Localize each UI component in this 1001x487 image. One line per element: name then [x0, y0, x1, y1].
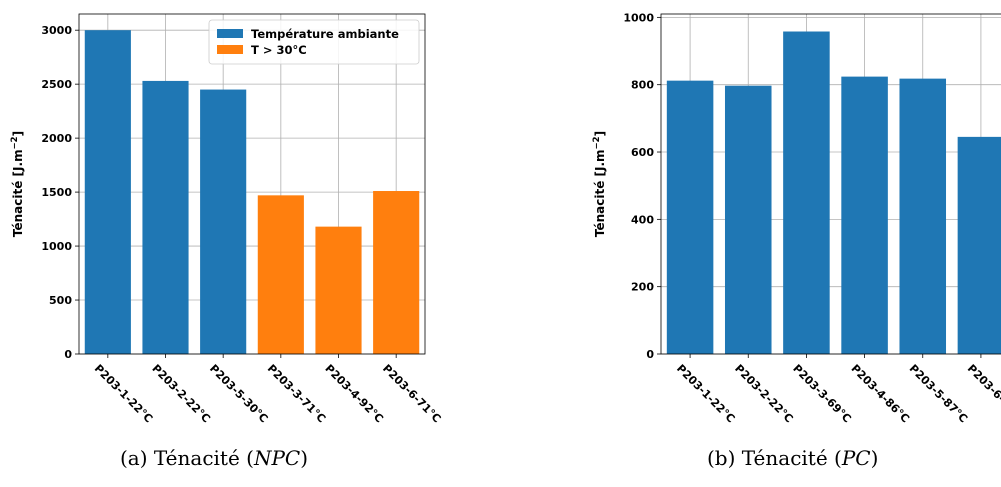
- x-tick-label: P203-5-30°C: [207, 362, 270, 425]
- y-tick-label: 1500: [41, 186, 72, 199]
- x-tick-label: P203-4-92°C: [322, 362, 385, 425]
- bar: [841, 76, 888, 354]
- y-tick-label: 2000: [41, 132, 72, 145]
- y-tick-label: 1000: [623, 11, 654, 24]
- y-tick-label: 0: [646, 348, 654, 361]
- y-tick-label: 0: [64, 348, 72, 361]
- y-tick-label: 2500: [41, 78, 72, 91]
- x-tick-label: P203-6-71°C: [380, 362, 443, 425]
- bar: [957, 136, 1001, 354]
- y-tick-label: 1000: [41, 240, 72, 253]
- legend-label: Température ambiante: [251, 27, 399, 41]
- x-tick-label: P203-1-22°C: [92, 362, 155, 425]
- bar: [315, 226, 362, 354]
- bar: [373, 191, 420, 354]
- y-tick-label: 800: [631, 79, 654, 92]
- y-tick-label: 600: [631, 146, 654, 159]
- bar: [257, 195, 304, 354]
- legend-label: T > 30°C: [251, 43, 307, 57]
- caption-b: (b) Ténacité (PC): [707, 446, 879, 470]
- y-tick-label: 400: [631, 213, 654, 226]
- y-tick-label: 200: [631, 281, 654, 294]
- legend-swatch: [217, 29, 243, 38]
- legend-box: [208, 19, 420, 65]
- x-tick-label: P203-4-86°C: [848, 362, 911, 425]
- y-axis-label: Ténacité [J.m−2]: [592, 131, 607, 237]
- chart-pc: 02004006008001000P203-1-22°CP203-2-22°CP…: [592, 11, 1001, 425]
- x-tick-label: P203-2-22°C: [732, 362, 795, 425]
- bar: [783, 31, 830, 355]
- x-tick-label: P203-3-71°C: [265, 362, 328, 425]
- x-tick-label: P203-3-69°C: [790, 362, 853, 425]
- y-tick-label: 500: [49, 294, 72, 307]
- legend-swatch: [217, 45, 243, 54]
- bar: [666, 80, 714, 354]
- axes-frame: [78, 13, 426, 355]
- bar: [84, 30, 131, 354]
- chart-npc: 050010001500200025003000P203-1-22°CP203-…: [10, 13, 443, 425]
- x-tick-label: P203-5-87°C: [907, 362, 970, 425]
- y-axis-label: Ténacité [J.m−2]: [10, 131, 25, 237]
- y-tick-label: 3000: [41, 24, 72, 37]
- axes-frame: [660, 13, 1001, 355]
- legend: Température ambiante T > 30°C: [208, 19, 420, 65]
- x-tick-label: P203-2-22°C: [149, 362, 212, 425]
- caption-a: (a) Ténacité (NPC): [120, 446, 309, 470]
- bar: [899, 78, 947, 354]
- x-tick-label: P203-1-22°C: [674, 362, 737, 425]
- bar: [200, 89, 247, 355]
- bar: [142, 80, 189, 355]
- bar: [724, 85, 772, 354]
